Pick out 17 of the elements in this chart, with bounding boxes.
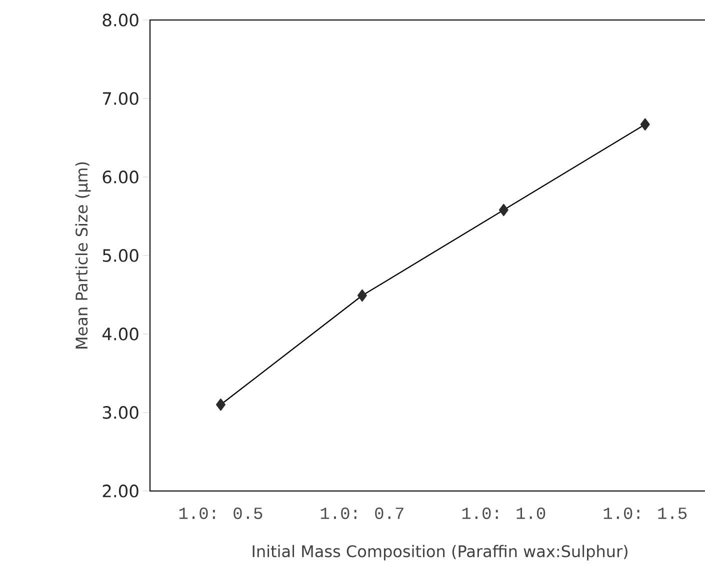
y-tick-label: 8.00 (102, 14, 138, 26)
y-tick-label: 4.00 (102, 328, 138, 340)
y-axis-title: Mean Particle Size (µm) (75, 162, 91, 348)
x-axis-title: Initial Mass Composition (Paraffin wax:Sulphur) (252, 544, 628, 560)
y-tick-label: 2.00 (102, 484, 138, 498)
y-tick-label: 5.00 (102, 249, 138, 262)
y-tick-label: 3.00 (102, 406, 138, 419)
x-tick-label: 1.0: 1.5 (604, 508, 687, 520)
y-tick-label: 7.00 (103, 92, 138, 105)
point (498, 204, 508, 216)
x-tick-label: 1.0: 0.7 (320, 508, 404, 520)
x-tick-label: 1.0: 0.5 (179, 508, 262, 520)
y-tick-label: 6.00 (102, 170, 138, 184)
x-tick-label: 1.0: 1.0 (462, 508, 546, 520)
point (640, 118, 650, 131)
point (216, 398, 226, 411)
point (357, 289, 367, 302)
